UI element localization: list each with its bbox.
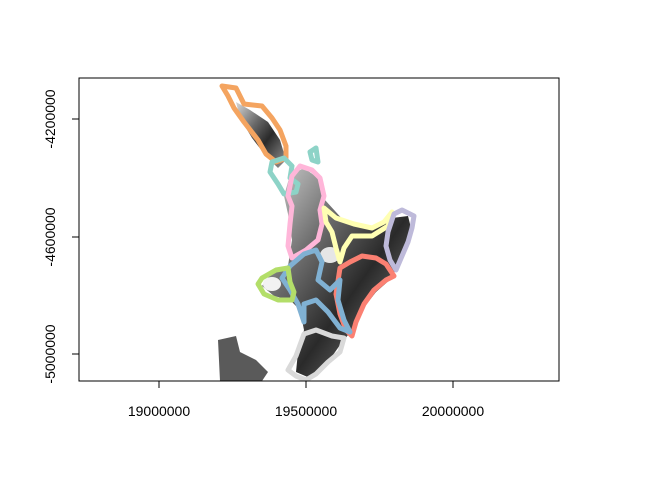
y-axis: -4200000 -4600000 -5000000 — [42, 89, 80, 384]
region-auckland — [267, 145, 321, 197]
south-island-tip — [218, 336, 268, 381]
x-axis: 19000000 19500000 20000000 — [128, 380, 485, 419]
region-waikato — [285, 163, 327, 261]
region-outlines — [219, 83, 417, 381]
region-gisborne — [383, 207, 417, 273]
y-tick-label: -4200000 — [42, 89, 58, 148]
region-wellington — [285, 327, 347, 381]
y-tick-label: -4600000 — [42, 207, 58, 266]
x-tick-label: 19500000 — [275, 403, 338, 419]
northland-land — [236, 102, 286, 168]
y-tick-label: -5000000 — [42, 324, 58, 383]
taranaki-peak — [263, 277, 281, 291]
x-tick-label: 20000000 — [422, 403, 485, 419]
region-taranaki — [255, 265, 297, 303]
x-tick-label: 19000000 — [128, 403, 191, 419]
region-bay-of-plenty — [321, 205, 395, 265]
region-manawatu-whanganui — [279, 247, 353, 335]
